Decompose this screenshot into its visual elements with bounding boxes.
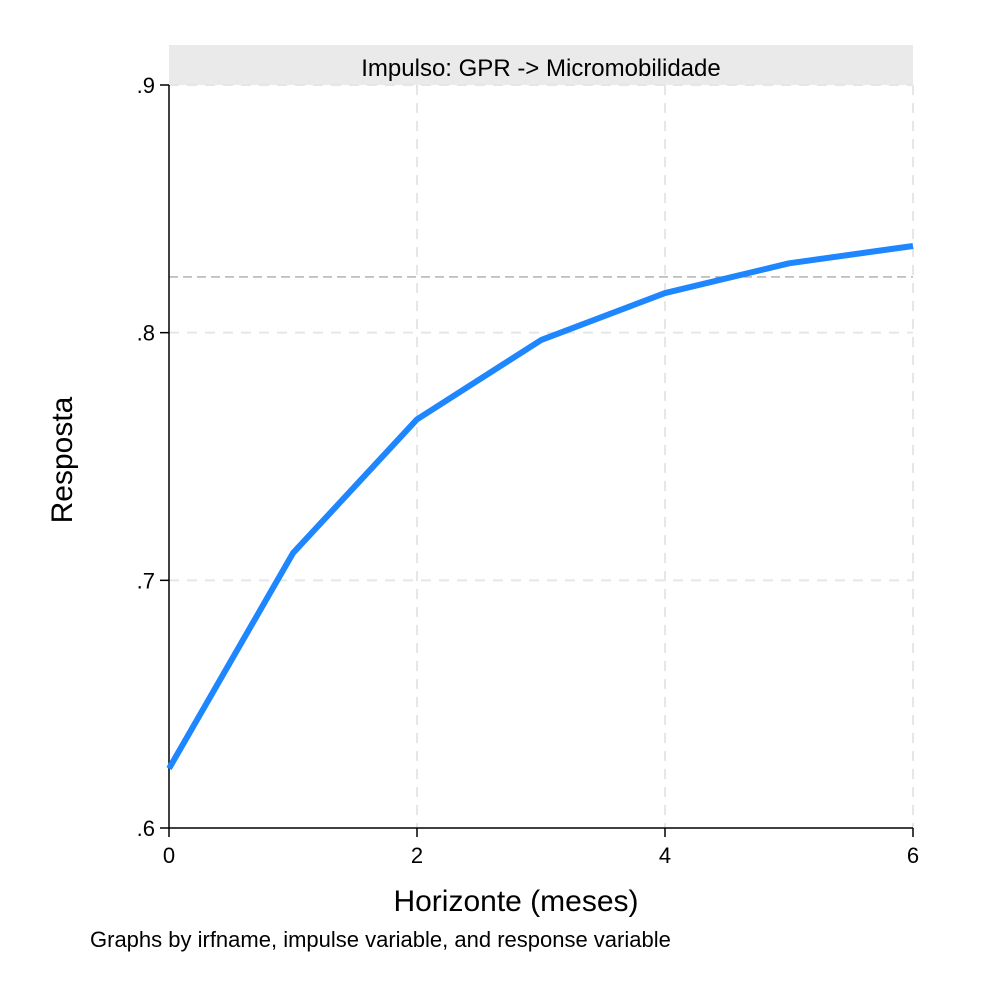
gridlines [169, 84, 914, 828]
series-group [166, 243, 914, 771]
y-tick-label: .9 [137, 73, 155, 98]
x-tick-label: 6 [907, 843, 919, 868]
graph-note: Graphs by irfname, impulse variable, and… [90, 927, 671, 952]
ticks: 0 2 4 6 .6 .7 .8 .9 [137, 73, 919, 868]
panel-title: Impulso: GPR -> Micromobilidade [361, 55, 720, 82]
axes [168, 85, 913, 829]
series-line [166, 243, 914, 771]
y-axis-title: Resposta [46, 396, 79, 523]
y-tick-label: .8 [137, 321, 155, 346]
y-tick-label: .7 [137, 568, 155, 593]
y-tick-label: .6 [137, 816, 155, 841]
x-tick-label: 0 [163, 843, 175, 868]
x-axis-title: Horizonte (meses) [393, 885, 638, 918]
x-tick-label: 2 [411, 843, 423, 868]
panel-title-strip [169, 45, 913, 85]
x-tick-label: 4 [659, 843, 671, 868]
